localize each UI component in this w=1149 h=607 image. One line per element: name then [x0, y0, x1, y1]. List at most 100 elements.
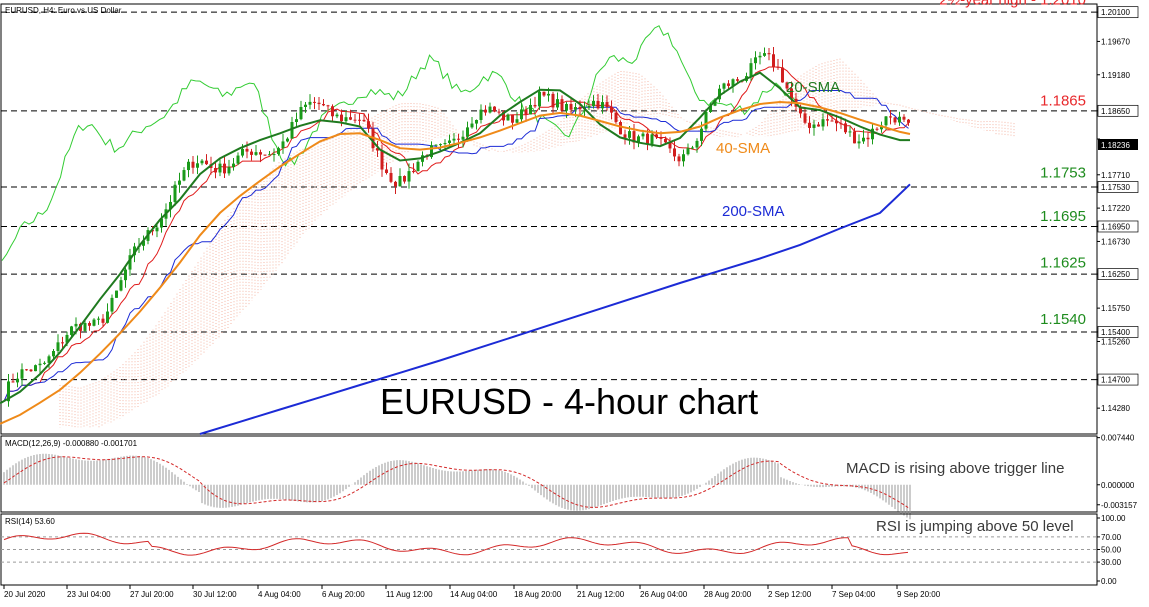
- candle-body: [29, 369, 33, 372]
- time-tick-label: 11 Aug 12:00: [386, 590, 433, 599]
- candle-body: [245, 148, 249, 152]
- candle-body: [551, 93, 555, 108]
- candle-body: [398, 176, 402, 187]
- rsi-pane: RSI(14) 53.60 RSI is jumping above 50 le…: [0, 513, 1126, 586]
- candle-body: [160, 218, 163, 228]
- candle-body: [713, 99, 717, 106]
- candle-body: [25, 369, 28, 371]
- candle-body: [142, 240, 145, 246]
- candle-body: [691, 147, 694, 149]
- candle-body: [875, 128, 879, 130]
- current-price-box: [1098, 139, 1138, 150]
- candle-body: [74, 323, 78, 327]
- candle-body: [808, 122, 811, 128]
- rsi-tick-label: 50.00: [1101, 546, 1122, 555]
- macd-histogram: [3, 453, 911, 520]
- rsi-tick-label: 70.00: [1101, 533, 1122, 542]
- candle-body: [416, 161, 420, 172]
- candle-body: [655, 134, 658, 138]
- price-level-box: [1097, 326, 1139, 338]
- candle-body: [727, 83, 730, 86]
- candle-body: [362, 119, 366, 122]
- candle-body: [646, 133, 649, 144]
- candle-body: [191, 161, 195, 168]
- candle-body: [380, 150, 384, 170]
- ichimoku-cloud: [59, 58, 1015, 428]
- time-tick-label: 7 Sep 04:00: [832, 590, 876, 599]
- price-level-box: [1097, 373, 1139, 386]
- candle-body: [403, 176, 406, 182]
- symbol-header: EURUSD, H4: Euro vs US Dollar: [5, 6, 122, 15]
- candle-body: [227, 167, 231, 174]
- rsi-tick-label: 100.00: [1101, 514, 1126, 523]
- current-price-label: 1.18236: [1101, 141, 1130, 150]
- candle-body: [605, 102, 609, 107]
- candle-body: [799, 106, 802, 114]
- candle-body: [385, 169, 388, 173]
- candle-body: [556, 99, 559, 108]
- price-tick-label: 1.18650: [1101, 107, 1130, 116]
- candle-body: [857, 141, 861, 144]
- candle-body: [736, 79, 739, 81]
- rsi-header: RSI(14) 53.60: [5, 517, 55, 526]
- candle-body: [452, 138, 456, 141]
- candle-body: [290, 122, 294, 139]
- candle-body: [884, 116, 888, 126]
- price-level-box: [1097, 220, 1139, 233]
- rsi-tick-label: 0.00: [1101, 577, 1117, 586]
- candle-body: [844, 123, 847, 133]
- candle-body: [506, 114, 510, 121]
- candle-body: [578, 107, 582, 110]
- candle-body: [470, 123, 474, 128]
- candle-body: [205, 160, 208, 165]
- candle-body: [178, 180, 181, 185]
- chart-title: EURUSD - 4-hour chart: [380, 381, 758, 422]
- level-label: 1.1625: [1040, 254, 1086, 271]
- candle-body: [812, 124, 816, 128]
- level-label: 1.1695: [1040, 208, 1086, 225]
- candle-body: [106, 311, 109, 323]
- candle-body: [115, 290, 118, 298]
- price-tick-label: 1.15750: [1101, 304, 1130, 313]
- candle-body: [259, 152, 262, 155]
- time-tick-label: 27 Jul 20:00: [130, 590, 174, 599]
- candle-body: [592, 100, 595, 106]
- time-tick-label: 23 Jul 04:00: [67, 590, 111, 599]
- candle-body: [331, 106, 334, 117]
- candle-body: [322, 104, 325, 106]
- candle-body: [758, 55, 762, 58]
- macd-tick-label: 0.007440: [1101, 434, 1135, 443]
- macd-axis: 0.007440 0.000000 -0.003157: [1097, 434, 1138, 510]
- candle-body: [155, 227, 159, 232]
- candle-body: [313, 101, 316, 103]
- candle-body: [700, 128, 703, 141]
- candle-body: [376, 148, 379, 151]
- candle-body: [281, 141, 285, 149]
- sma-line: [0, 100, 911, 425]
- candle-body: [38, 363, 42, 366]
- candle-body: [659, 137, 663, 139]
- price-tick-label: 1.16250: [1101, 270, 1130, 279]
- candle-body: [628, 131, 631, 138]
- chikou-line: [1, 25, 799, 261]
- candle-body: [839, 123, 843, 125]
- candle-body: [565, 103, 568, 111]
- candle-body: [92, 319, 96, 326]
- candle-body: [772, 54, 775, 67]
- candle-body: [542, 91, 546, 96]
- candle-body: [223, 163, 226, 174]
- candle-body: [596, 100, 600, 109]
- candle-body: [61, 342, 64, 344]
- price-level-box: [1097, 181, 1139, 193]
- candle-body: [394, 181, 397, 187]
- candle-body: [632, 131, 636, 143]
- level-label: 1.1753: [1040, 164, 1086, 181]
- candle-body: [601, 102, 604, 109]
- candle-body: [668, 142, 672, 149]
- price-pane-frame: [0, 3, 1098, 435]
- price-level-box: [1097, 104, 1139, 117]
- candle-body: [308, 101, 312, 105]
- candle-body: [754, 57, 757, 64]
- candle-body: [803, 113, 807, 123]
- level-label: 1.1865: [1040, 92, 1086, 109]
